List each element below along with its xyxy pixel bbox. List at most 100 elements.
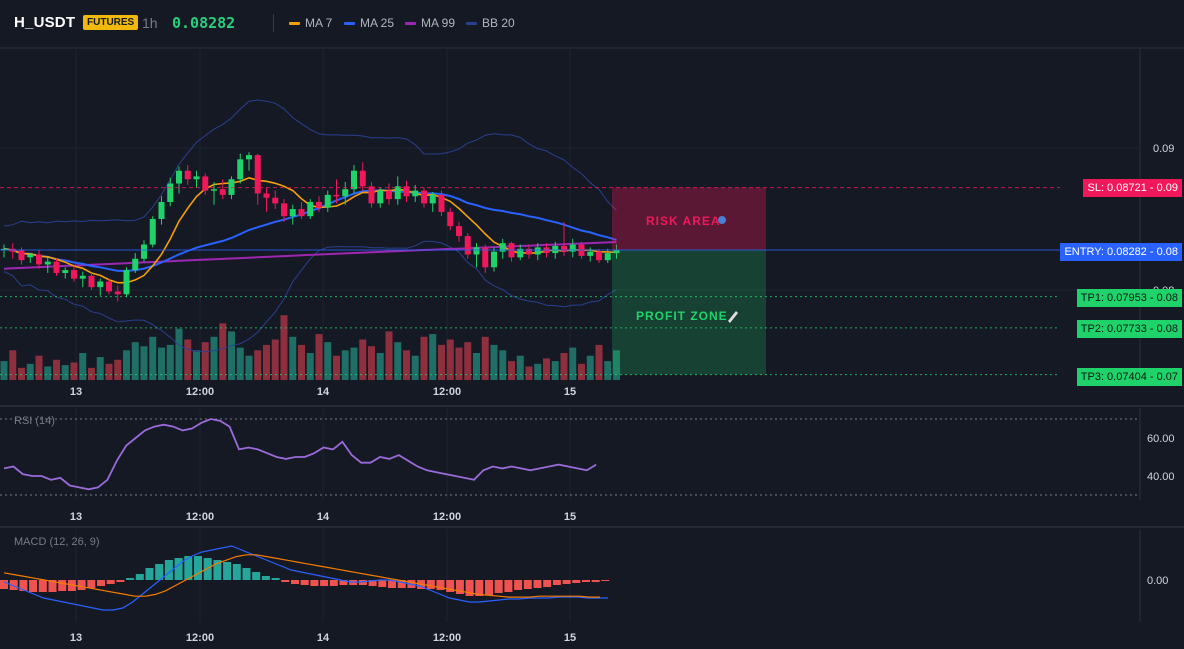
macd-histogram-bar: [582, 580, 590, 582]
legend-swatch-ma99: [405, 21, 416, 25]
candle-body: [351, 170, 357, 190]
candle-body: [412, 190, 419, 197]
macd-histogram-bar: [155, 564, 164, 580]
symbol-label[interactable]: H_USDT: [14, 14, 76, 31]
candle-body: [184, 170, 191, 180]
time-tick-label: 14: [317, 511, 330, 523]
volume-bar: [560, 353, 568, 380]
legend-ma7[interactable]: MA 7: [289, 16, 332, 30]
candle-body: [219, 189, 226, 195]
volume-bar: [455, 347, 463, 380]
macd-histogram-bar: [388, 580, 396, 588]
macd-histogram-bar: [514, 580, 523, 590]
volume-bar: [341, 350, 349, 380]
legend-label-bb20: BB 20: [482, 16, 515, 30]
macd-histogram-bar: [281, 580, 290, 582]
legend-bb20[interactable]: BB 20: [466, 16, 515, 30]
macd-histogram-bar: [300, 580, 309, 585]
tp2-level-label: TP2: 0.07733 - 0.08: [1076, 320, 1182, 338]
last-price: 0.08282: [172, 14, 236, 32]
macd-histogram-bar: [106, 580, 115, 584]
volume-bar: [499, 350, 507, 380]
candle-body: [324, 194, 331, 208]
volume-bar: [245, 355, 253, 380]
macd-histogram-bar: [320, 580, 329, 586]
candle-body: [246, 155, 252, 160]
candle-body: [386, 190, 392, 200]
volume-bar: [79, 353, 87, 380]
volume-bar: [446, 339, 454, 380]
volume-bar: [429, 334, 437, 380]
ma99-line: [3, 241, 617, 270]
candle-body: [499, 243, 506, 252]
candle-body: [44, 261, 51, 265]
macd-histogram-bar: [485, 580, 493, 595]
legend-ma25[interactable]: MA 25: [344, 16, 394, 30]
volume-bar: [508, 361, 515, 380]
volume-bar: [543, 358, 550, 380]
chart-header: H_USDT FUTURES 1h 0.08282 MA 7 MA 25 MA …: [0, 0, 1184, 48]
risk-area-zone: [612, 187, 766, 250]
candle-body: [587, 251, 594, 256]
legend-ma99[interactable]: MA 99: [405, 16, 455, 30]
volume-bar: [158, 347, 165, 380]
legend-label-ma99: MA 99: [421, 16, 456, 30]
candle-body: [158, 201, 165, 219]
macd-histogram-bar: [504, 580, 513, 592]
macd-histogram-bar: [19, 580, 28, 591]
macd-histogram-bar: [242, 568, 251, 580]
candle-body: [97, 281, 104, 288]
volume-bar: [569, 347, 577, 380]
candle-body: [202, 176, 209, 191]
candle-body: [394, 186, 401, 200]
macd-histogram-bar: [591, 580, 600, 582]
candle-body: [368, 186, 375, 204]
candle-body: [561, 245, 567, 252]
macd-histogram-bar: [465, 580, 474, 596]
legend-swatch-ma7: [289, 21, 300, 25]
volume-bar: [473, 353, 480, 380]
macd-histogram-bar: [48, 580, 57, 592]
candle-body: [62, 270, 69, 273]
rocket-icon: [728, 311, 738, 323]
volume-bar: [298, 344, 305, 380]
macd-histogram-bar: [523, 580, 532, 589]
candle-body: [281, 203, 287, 217]
candle-body: [526, 248, 532, 255]
candle-body: [482, 247, 489, 268]
timeframe-label[interactable]: 1h: [142, 15, 158, 31]
bb-lower-line: [3, 240, 617, 353]
volume-bar: [280, 315, 288, 380]
candle-body: [123, 270, 130, 295]
rsi-line: [3, 418, 597, 491]
rsi-tick-label: 40.00: [1147, 471, 1175, 483]
candle-body: [254, 155, 261, 194]
volume-bar: [70, 362, 78, 380]
volume-bar: [333, 355, 340, 380]
macd-histogram-bar: [455, 580, 464, 594]
candle-body: [613, 250, 620, 254]
volume-bar: [613, 350, 620, 380]
volume-bar: [184, 339, 192, 380]
candle-body: [141, 244, 147, 259]
candle-body: [167, 183, 174, 202]
candle-body: [464, 236, 471, 255]
volume-bar: [438, 344, 445, 380]
macd-histogram-bar: [116, 580, 125, 582]
volume-bar: [149, 336, 157, 380]
time-tick-label: 12:00: [186, 632, 214, 644]
macd-histogram-bar: [310, 580, 319, 586]
macd-histogram-bar: [203, 558, 212, 580]
candle-body: [193, 176, 200, 180]
volume-bar: [254, 350, 262, 380]
legend-swatch-ma25: [344, 21, 355, 25]
candle-body: [18, 250, 25, 261]
volume-bar: [324, 342, 332, 380]
volume-bar: [315, 334, 323, 380]
volume-bar: [61, 365, 69, 380]
rsi-tick-label: 60.00: [1147, 433, 1175, 445]
futures-badge: FUTURES: [83, 15, 139, 30]
volume-bar: [53, 359, 60, 380]
volume-bar: [166, 344, 174, 380]
